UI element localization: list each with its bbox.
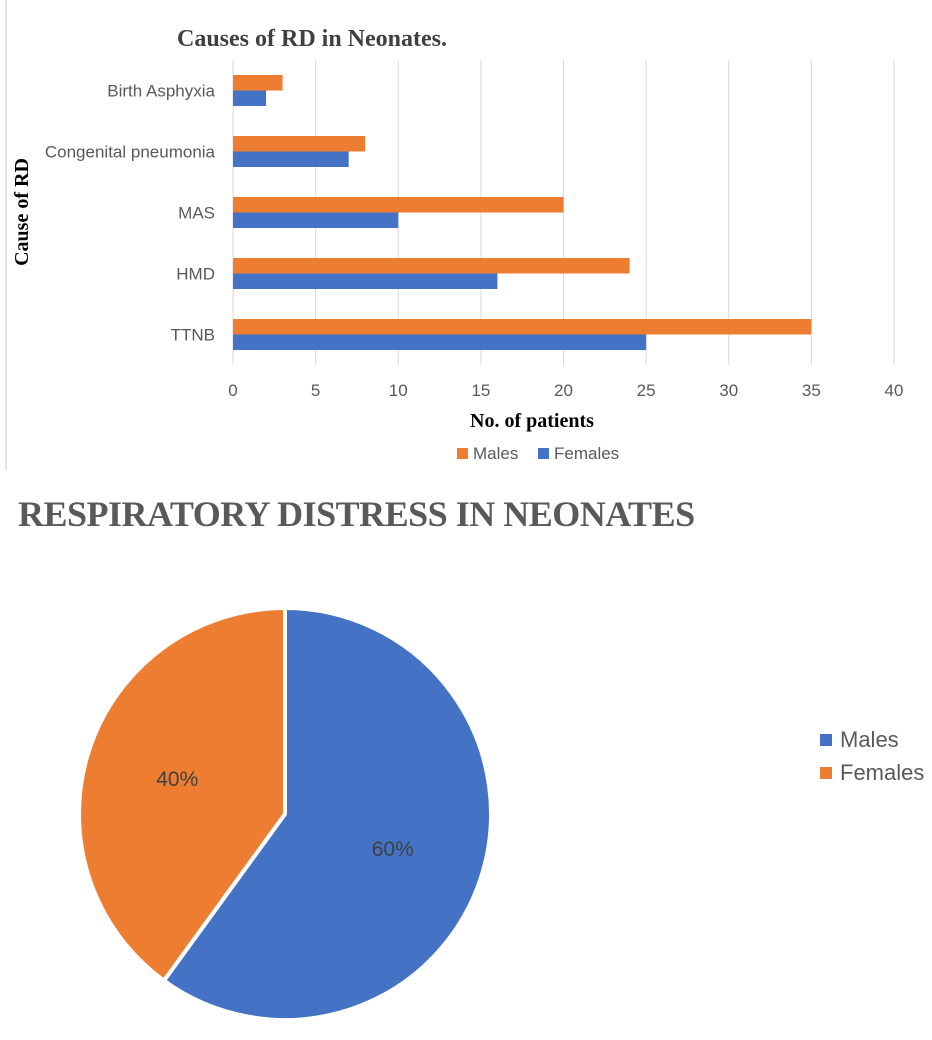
category-label: TTNB <box>171 326 215 345</box>
x-tick-label: 0 <box>228 381 237 400</box>
category-label: MAS <box>178 204 215 223</box>
category-label: Congenital pneumonia <box>45 143 216 162</box>
pie-data-label-males: 60% <box>372 838 414 861</box>
bar-females-0 <box>233 90 267 106</box>
bar-females-2 <box>233 212 399 228</box>
bar-chart-panel: Causes of RD in Neonates. Cause of RD No… <box>0 0 932 472</box>
category-label: HMD <box>176 265 215 284</box>
x-tick-label: 25 <box>637 381 656 400</box>
bar-x-tick-labels: 0 5 10 15 20 25 30 35 40 <box>228 381 903 400</box>
bar-males-4 <box>233 319 812 335</box>
bar-males-1 <box>233 136 366 152</box>
category-label: Birth Asphyxia <box>107 82 215 101</box>
pie-slices <box>77 606 493 1022</box>
bar-males-0 <box>233 75 283 91</box>
pie-chart-title: RESPIRATORY DISTRESS IN NEONATES <box>18 494 695 534</box>
pie-data-labels: 60% 40% <box>156 768 414 861</box>
pie-slice-males <box>161 606 493 1022</box>
legend-swatch-males <box>457 448 468 459</box>
bar-females-3 <box>233 273 498 289</box>
bar-y-axis-title: Cause of RD <box>11 158 33 266</box>
bar-marks <box>233 75 812 350</box>
pie-chart: RESPIRATORY DISTRESS IN NEONATES 60%40% … <box>18 494 924 1022</box>
x-tick-label: 15 <box>471 381 490 400</box>
bar-females-1 <box>233 151 349 167</box>
bar-females-4 <box>233 334 647 350</box>
bar-chart: Causes of RD in Neonates. Cause of RD No… <box>5 0 903 470</box>
x-tick-label: 40 <box>885 381 904 400</box>
pie-legend: Males Females <box>820 727 924 785</box>
pie-legend-swatch-males <box>820 734 832 746</box>
pie-legend-label-females: Females <box>840 760 924 785</box>
bar-x-axis-title: No. of patients <box>470 410 594 432</box>
x-tick-label: 10 <box>389 381 408 400</box>
legend-label-females: Females <box>554 444 619 463</box>
x-tick-label: 35 <box>802 381 821 400</box>
bar-category-labels: Birth Asphyxia Congenital pneumonia MAS HMD… <box>45 82 216 345</box>
pie-chart-panel: RESPIRATORY DISTRESS IN NEONATES 60% 40% … <box>0 472 932 1040</box>
pie-slice-females <box>77 606 287 983</box>
x-tick-label: 20 <box>554 381 573 400</box>
bar-chart-title: Causes of RD in Neonates. <box>177 26 447 52</box>
bar-males-3 <box>233 258 630 274</box>
legend-label-males: Males <box>473 444 518 463</box>
x-tick-label: 5 <box>311 381 320 400</box>
bar-males-2 <box>233 197 564 213</box>
x-tick-label: 30 <box>719 381 738 400</box>
pie-legend-swatch-females <box>820 767 832 779</box>
pie-legend-label-males: Males <box>840 727 899 752</box>
legend-swatch-females <box>538 448 549 459</box>
pie-data-label-females: 40% <box>156 768 198 791</box>
bar-legend: Males Females <box>457 444 619 463</box>
